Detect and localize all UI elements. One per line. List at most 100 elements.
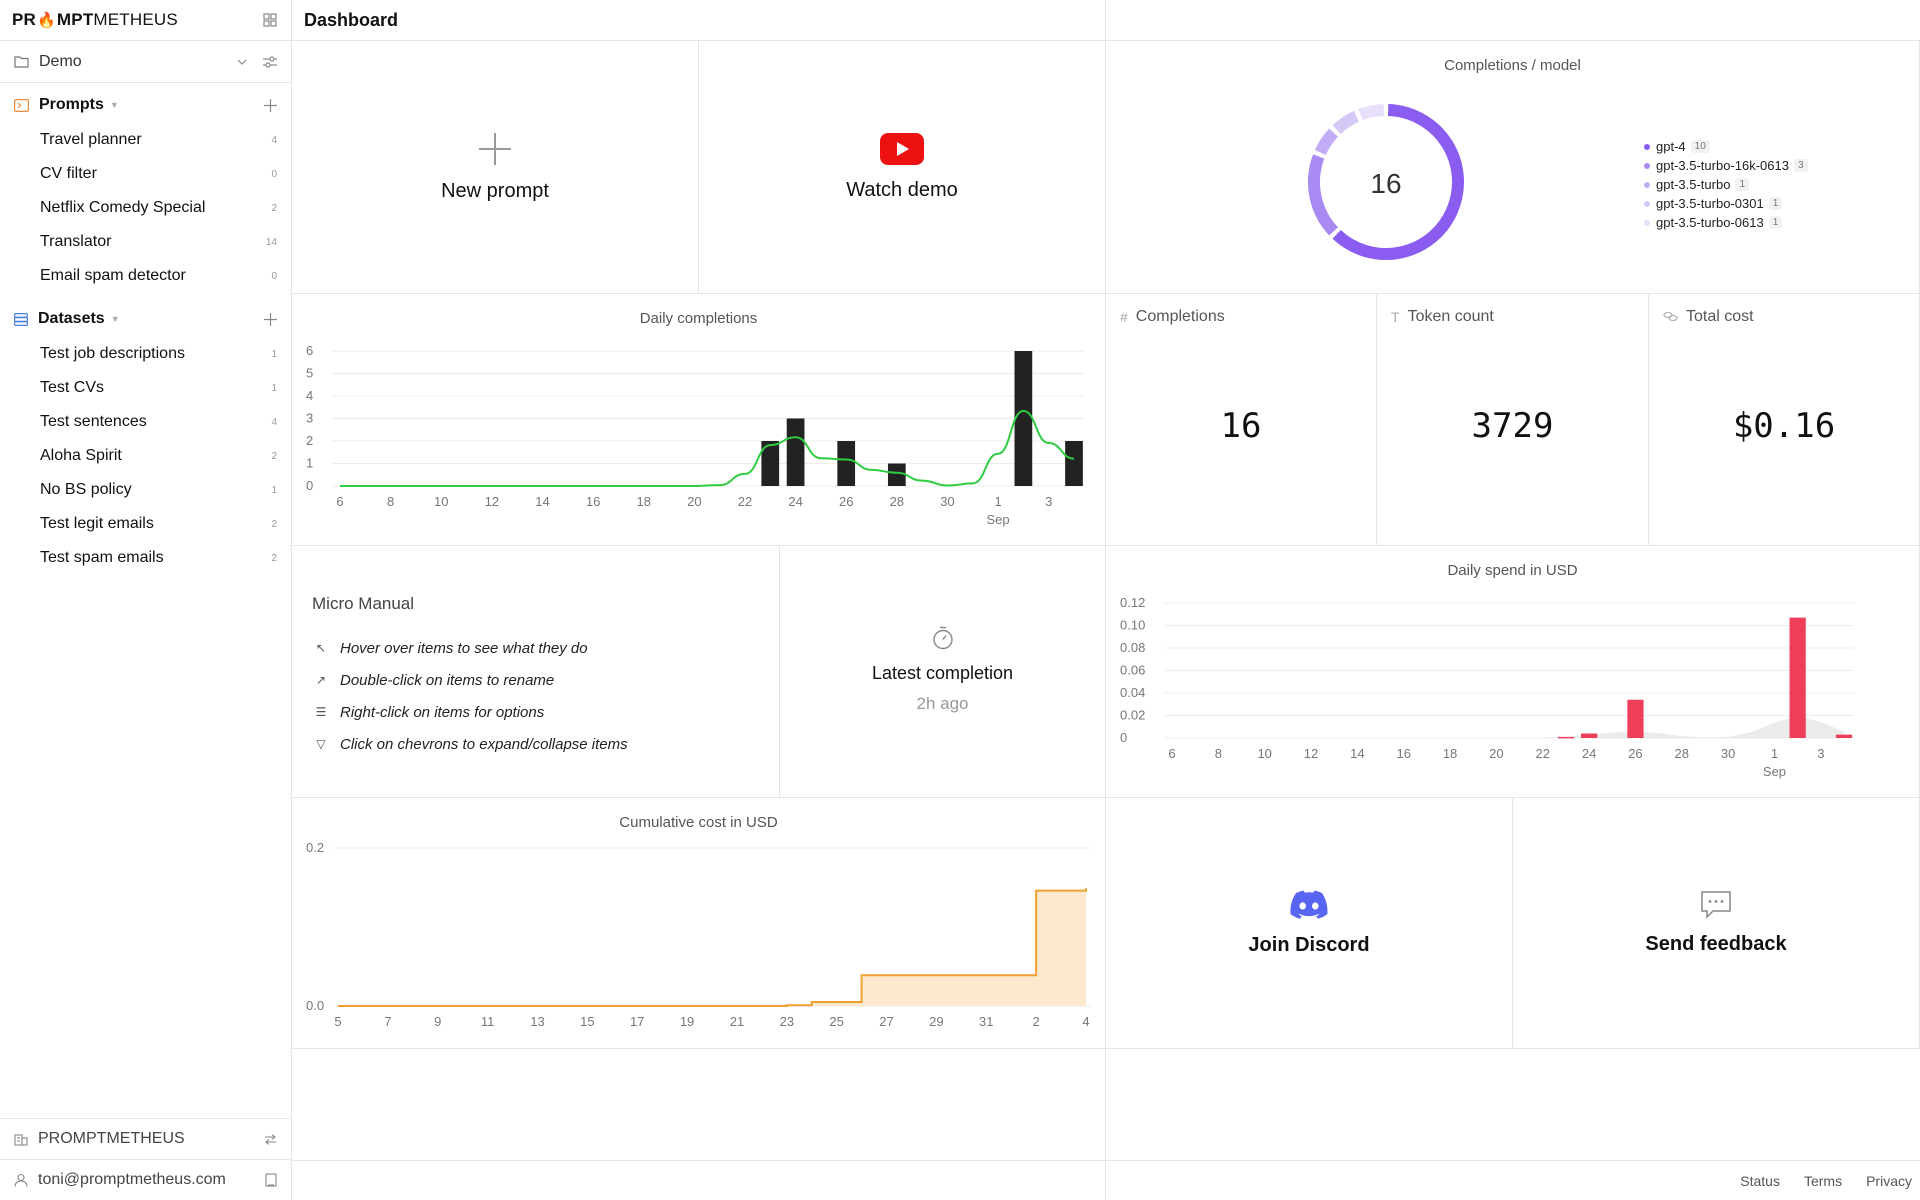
x-tick-label: 8: [387, 494, 394, 509]
x-tick-label: 31: [979, 1014, 993, 1029]
x-tick-label: 30: [1721, 746, 1735, 761]
legend-count: 3: [1793, 159, 1808, 172]
user-account[interactable]: toni@promptmetheus.com: [0, 1159, 291, 1200]
item-count: 1: [271, 382, 277, 394]
grid-icon[interactable]: [263, 13, 277, 27]
x-tick-label: 3: [1045, 494, 1052, 509]
prompt-item[interactable]: Travel planner 4: [0, 123, 291, 157]
x-tick-label: 30: [940, 494, 954, 509]
organization-switcher[interactable]: PROMPTMETHEUS: [0, 1118, 291, 1159]
x-tick-label: 17: [630, 1014, 644, 1029]
legend-item[interactable]: gpt-3.5-turbo-0613 1: [1644, 213, 1808, 232]
workspace-selector[interactable]: Demo: [0, 41, 291, 83]
prompt-item[interactable]: CV filter 0: [0, 157, 291, 191]
x-sublabel: Sep: [1763, 764, 1786, 779]
completions-per-model-card: Completions / model 16 gpt-4 10 gpt-3.5-tu…: [1106, 41, 1920, 294]
x-tick-label: 13: [530, 1014, 544, 1029]
stat-label: Token count: [1407, 308, 1494, 325]
dataset-item[interactable]: Test spam emails 2: [0, 541, 291, 575]
y-tick-label: 0.02: [1120, 708, 1145, 723]
join-discord-label: Join Discord: [1248, 933, 1370, 956]
switch-arrows-icon[interactable]: [264, 1133, 277, 1145]
coins-icon: [1663, 309, 1678, 325]
privacy-link[interactable]: Privacy: [1866, 1173, 1912, 1189]
new-prompt-card[interactable]: New prompt: [292, 41, 699, 294]
dataset-item[interactable]: Test legit emails 2: [0, 507, 291, 541]
prompt-item[interactable]: Translator 14: [0, 225, 291, 259]
send-feedback-card[interactable]: Send feedback: [1513, 798, 1920, 1049]
cumulative-line: [338, 888, 1087, 1007]
dataset-item[interactable]: No BS policy 1: [0, 473, 291, 507]
dataset-item[interactable]: Test CVs 1: [0, 371, 291, 405]
caret-down-icon[interactable]: ▼: [110, 314, 120, 324]
chat-bubble-icon: [1701, 890, 1731, 919]
legend-item[interactable]: gpt-4 10: [1644, 137, 1808, 156]
x-tick-label: 19: [680, 1014, 694, 1029]
legend-dot: [1644, 143, 1650, 150]
chart-title: Daily completions: [639, 310, 758, 327]
watch-demo-card[interactable]: Watch demo: [699, 41, 1106, 294]
legend-item[interactable]: gpt-3.5-turbo-16k-0613 3: [1644, 156, 1808, 175]
x-tick-label: 12: [1304, 746, 1318, 761]
legend-item[interactable]: gpt-3.5-turbo 1: [1644, 175, 1808, 194]
item-count: 4: [271, 416, 277, 428]
datasets-section-header[interactable]: Datasets ▼: [0, 301, 291, 337]
x-tick-label: 25: [829, 1014, 843, 1029]
legend-item[interactable]: gpt-3.5-turbo-0301 1: [1644, 194, 1808, 213]
legend-count: 1: [1735, 178, 1749, 191]
terms-link[interactable]: Terms: [1803, 1173, 1843, 1189]
item-count: 0: [271, 270, 277, 282]
legend-dot: [1644, 219, 1650, 226]
caret-down-icon[interactable]: ▼: [109, 100, 119, 110]
x-tick-label: 14: [1350, 746, 1364, 761]
donut-slice: [1358, 104, 1385, 121]
x-tick-label: 5: [334, 1014, 341, 1029]
legend-label: gpt-3.5-turbo-0613: [1656, 215, 1764, 230]
dataset-item[interactable]: Test job descriptions 1: [0, 337, 291, 371]
status-link[interactable]: Status: [1740, 1173, 1780, 1189]
bar: [1014, 351, 1033, 486]
top-bar: Dashboard: [292, 0, 1920, 41]
text-t-icon: T: [1391, 309, 1400, 325]
x-tick-label: 24: [788, 494, 802, 509]
y-tick-label: 3: [306, 411, 313, 426]
chevron-down-icon: ▽: [316, 737, 326, 751]
app-logo[interactable]: PR 🔥 MPT METHEUS: [12, 10, 178, 30]
x-tick-label: 7: [384, 1014, 391, 1029]
stat-value: $0.16: [1732, 406, 1836, 446]
settings-sliders-icon[interactable]: [263, 55, 277, 68]
prompts-section-header[interactable]: Prompts ▼: [0, 87, 291, 123]
footer: Status Terms Privacy: [292, 1160, 1920, 1200]
x-tick-label: 12: [485, 494, 499, 509]
x-tick-label: 10: [1257, 746, 1271, 761]
micro-manual-title: Micro Manual: [312, 594, 415, 613]
x-tick-label: 2: [1033, 1014, 1040, 1029]
hash-icon: #: [1120, 309, 1128, 325]
micro-manual-card: Micro Manual ↖ Hover over items to see wh…: [292, 546, 780, 798]
chart-title: Cumulative cost in USD: [619, 814, 778, 831]
donut-slice: [1314, 128, 1339, 156]
prompt-item[interactable]: Email spam detector 0: [0, 259, 291, 293]
join-discord-card[interactable]: Join Discord: [1106, 798, 1513, 1049]
bar: [1580, 733, 1598, 738]
bar: [786, 418, 805, 486]
add-prompt-icon[interactable]: [264, 98, 277, 112]
legend-label: gpt-3.5-turbo-16k-0613: [1656, 158, 1789, 173]
add-dataset-icon[interactable]: [264, 312, 277, 326]
item-label: Travel planner: [40, 131, 142, 148]
bar: [887, 463, 906, 486]
y-tick-label: 0.04: [1120, 685, 1145, 700]
cumulative-cost-card: Cumulative cost in USD 0.0 0.2 5 7 9 11 13 15 17…: [292, 798, 1106, 1049]
dataset-item[interactable]: Test sentences 4: [0, 405, 291, 439]
x-tick-label: 20: [687, 494, 701, 509]
item-count: 2: [271, 518, 277, 530]
donut-slice: [1332, 110, 1360, 135]
x-tick-label: 15: [580, 1014, 594, 1029]
chevron-down-icon[interactable]: [237, 59, 247, 65]
token-count-stat-card: T Token count 3729: [1377, 294, 1649, 546]
logout-icon[interactable]: [265, 1173, 277, 1187]
prompt-item[interactable]: Netflix Comedy Special 2: [0, 191, 291, 225]
total-cost-stat-card: Total cost $0.16: [1649, 294, 1920, 546]
dataset-item[interactable]: Aloha Spirit 2: [0, 439, 291, 473]
